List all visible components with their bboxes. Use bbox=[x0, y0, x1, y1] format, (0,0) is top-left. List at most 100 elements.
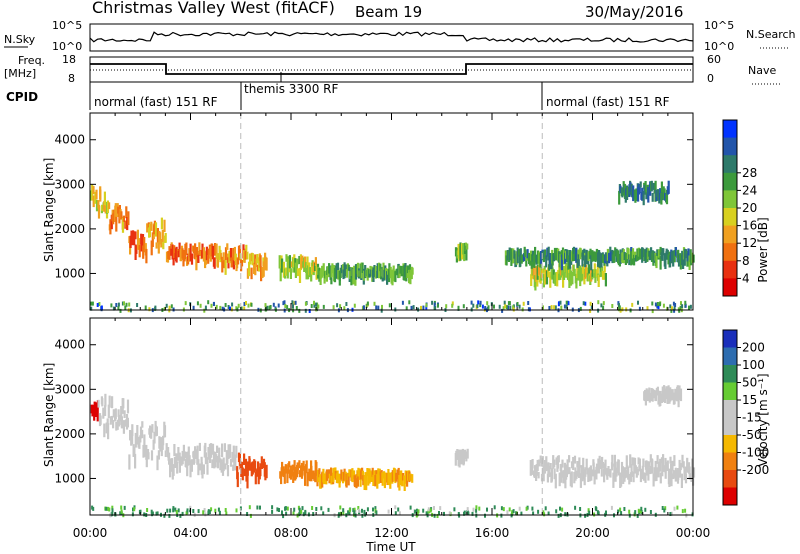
power-ground-scatter-cell bbox=[422, 305, 425, 310]
velocity-segment-8-cell bbox=[613, 463, 616, 479]
power-segment-10-cell bbox=[604, 273, 607, 287]
velocity-ground-scatter-cell bbox=[177, 508, 180, 513]
velocity-segment-1-cell bbox=[126, 417, 129, 428]
velocity-ground-scatter-cell bbox=[605, 510, 607, 515]
power-colorbar-swatch bbox=[723, 172, 737, 191]
power-segment-5-cell bbox=[224, 259, 227, 275]
power-colorbar-swatch bbox=[723, 225, 737, 244]
power-segment-3-cell bbox=[160, 239, 163, 248]
velocity-segment-3-cell bbox=[212, 451, 216, 464]
power-segment-11-cell bbox=[642, 248, 645, 257]
velocity-segment-5-cell bbox=[308, 473, 312, 482]
velocity-ground-scatter-cell bbox=[579, 507, 582, 511]
power-segment-6-cell bbox=[261, 267, 264, 278]
velocity-segment-6-cell bbox=[395, 472, 398, 482]
velocity-ground-scatter-cell bbox=[472, 507, 475, 512]
power-ground-scatter-cell bbox=[154, 305, 157, 310]
power-segment-10-cell bbox=[544, 269, 547, 285]
velocity-colorbar-swatch bbox=[723, 435, 737, 453]
power-segment-6-cell bbox=[256, 264, 259, 272]
power-segment-11-cell bbox=[672, 252, 675, 267]
velocity-segment-8-cell bbox=[573, 471, 576, 484]
power-segment-12-cell bbox=[632, 185, 635, 202]
power-segment-4-cell bbox=[205, 246, 208, 261]
power-segment-12-cell bbox=[639, 181, 642, 188]
velocity-segment-4-cell bbox=[249, 463, 252, 471]
velocity-ground-scatter-cell bbox=[564, 512, 567, 517]
power-segment-11-cell bbox=[555, 247, 558, 259]
power-ground-scatter-cell bbox=[362, 305, 365, 310]
velocity-segment-8-cell bbox=[599, 459, 602, 470]
velocity-ground-scatter-cell bbox=[166, 508, 169, 513]
power-ground-scatter-cell bbox=[304, 308, 307, 313]
velocity-segment-3-cell bbox=[172, 464, 175, 476]
velocity-ground-scatter-cell bbox=[353, 510, 356, 515]
power-segment-10-cell bbox=[558, 270, 561, 281]
velocity-segment-8-cell bbox=[681, 454, 684, 468]
velocity-segment-8-cell bbox=[662, 454, 665, 466]
velocity-ground-scatter-cell bbox=[120, 505, 123, 510]
velocity-ground-scatter-cell bbox=[669, 512, 672, 516]
power-ground-scatter-cell bbox=[582, 301, 585, 306]
velocity-segment-3-cell bbox=[187, 446, 190, 462]
power-segment-10-cell bbox=[585, 264, 588, 278]
velocity-ground-scatter-cell bbox=[520, 511, 523, 516]
power-ground-scatter-cell bbox=[110, 303, 113, 308]
power-segment-10-cell bbox=[551, 267, 554, 278]
power-segment-11-cell bbox=[534, 246, 537, 257]
power-ground-scatter-cell bbox=[522, 301, 525, 306]
power-segment-10-cell bbox=[575, 273, 578, 289]
velocity-segment-9-cell bbox=[679, 388, 683, 402]
power-segment-10-cell bbox=[565, 262, 568, 278]
power-ground-scatter-cell bbox=[434, 305, 437, 310]
velocity-segment-2-cell bbox=[151, 424, 154, 433]
velocity-ground-scatter-cell bbox=[584, 513, 587, 518]
nsky-label: N.Sky bbox=[4, 33, 36, 46]
velocity-segment-5-cell bbox=[308, 468, 311, 479]
velocity-ground-scatter-cell bbox=[108, 507, 111, 512]
power-ground-scatter-cell bbox=[90, 301, 93, 306]
power-segment-2-cell bbox=[140, 235, 143, 252]
velocity-segment-3-cell bbox=[211, 459, 214, 469]
velocity-segment-8-cell bbox=[683, 468, 686, 481]
power-segment-12-cell bbox=[626, 186, 630, 197]
velocity-ground-scatter-cell bbox=[311, 506, 314, 510]
power-ground-scatter-cell bbox=[240, 306, 243, 311]
velocity-y-tick-label: 2000 bbox=[54, 427, 85, 441]
power-segment-11-cell bbox=[599, 255, 602, 264]
power-segment-11-cell bbox=[589, 248, 592, 257]
velocity-segment-8-cell bbox=[613, 454, 616, 471]
power-ground-scatter-cell bbox=[673, 308, 676, 313]
velocity-segment-3-cell bbox=[224, 463, 227, 470]
power-ground-scatter-cell bbox=[584, 301, 587, 306]
power-ground-scatter-cell bbox=[119, 308, 122, 313]
velocity-segment-8-cell bbox=[606, 472, 609, 480]
power-ground-scatter-cell bbox=[476, 304, 479, 309]
power-segment-10-cell bbox=[534, 275, 537, 291]
power-ground-scatter-cell bbox=[250, 302, 253, 307]
power-segment-3-cell bbox=[151, 232, 154, 247]
velocity-segment-2-cell bbox=[163, 425, 167, 438]
velocity-ground-scatter-cell bbox=[119, 511, 122, 516]
power-segment-8-cell bbox=[406, 265, 410, 274]
power-segment-10-cell bbox=[579, 265, 582, 279]
velocity-ground-scatter-cell bbox=[394, 511, 397, 516]
velocity-ground-scatter-cell bbox=[204, 512, 207, 517]
power-segment-8-cell bbox=[409, 269, 412, 285]
velocity-segment-4-cell bbox=[263, 462, 266, 477]
velocity-y-tick-label: 1000 bbox=[54, 471, 85, 485]
freq-unit-label: [MHz] bbox=[4, 67, 36, 80]
velocity-segment-6-cell bbox=[319, 475, 323, 489]
power-segment-8-cell bbox=[340, 264, 343, 274]
velocity-segment-4-cell bbox=[262, 458, 266, 465]
freq-label: Freq. bbox=[18, 54, 45, 67]
velocity-segment-7-cell bbox=[466, 448, 469, 459]
power-segment-12-cell bbox=[621, 187, 624, 198]
velocity-ground-scatter-cell bbox=[348, 508, 351, 513]
power-segment-4-cell bbox=[207, 248, 210, 259]
velocity-segment-8-cell bbox=[583, 471, 586, 486]
power-ground-scatter-cell bbox=[163, 306, 166, 311]
power-segment-5-cell bbox=[222, 257, 225, 268]
power-segment-11-cell bbox=[634, 251, 637, 258]
power-colorbar-swatch bbox=[723, 243, 737, 262]
